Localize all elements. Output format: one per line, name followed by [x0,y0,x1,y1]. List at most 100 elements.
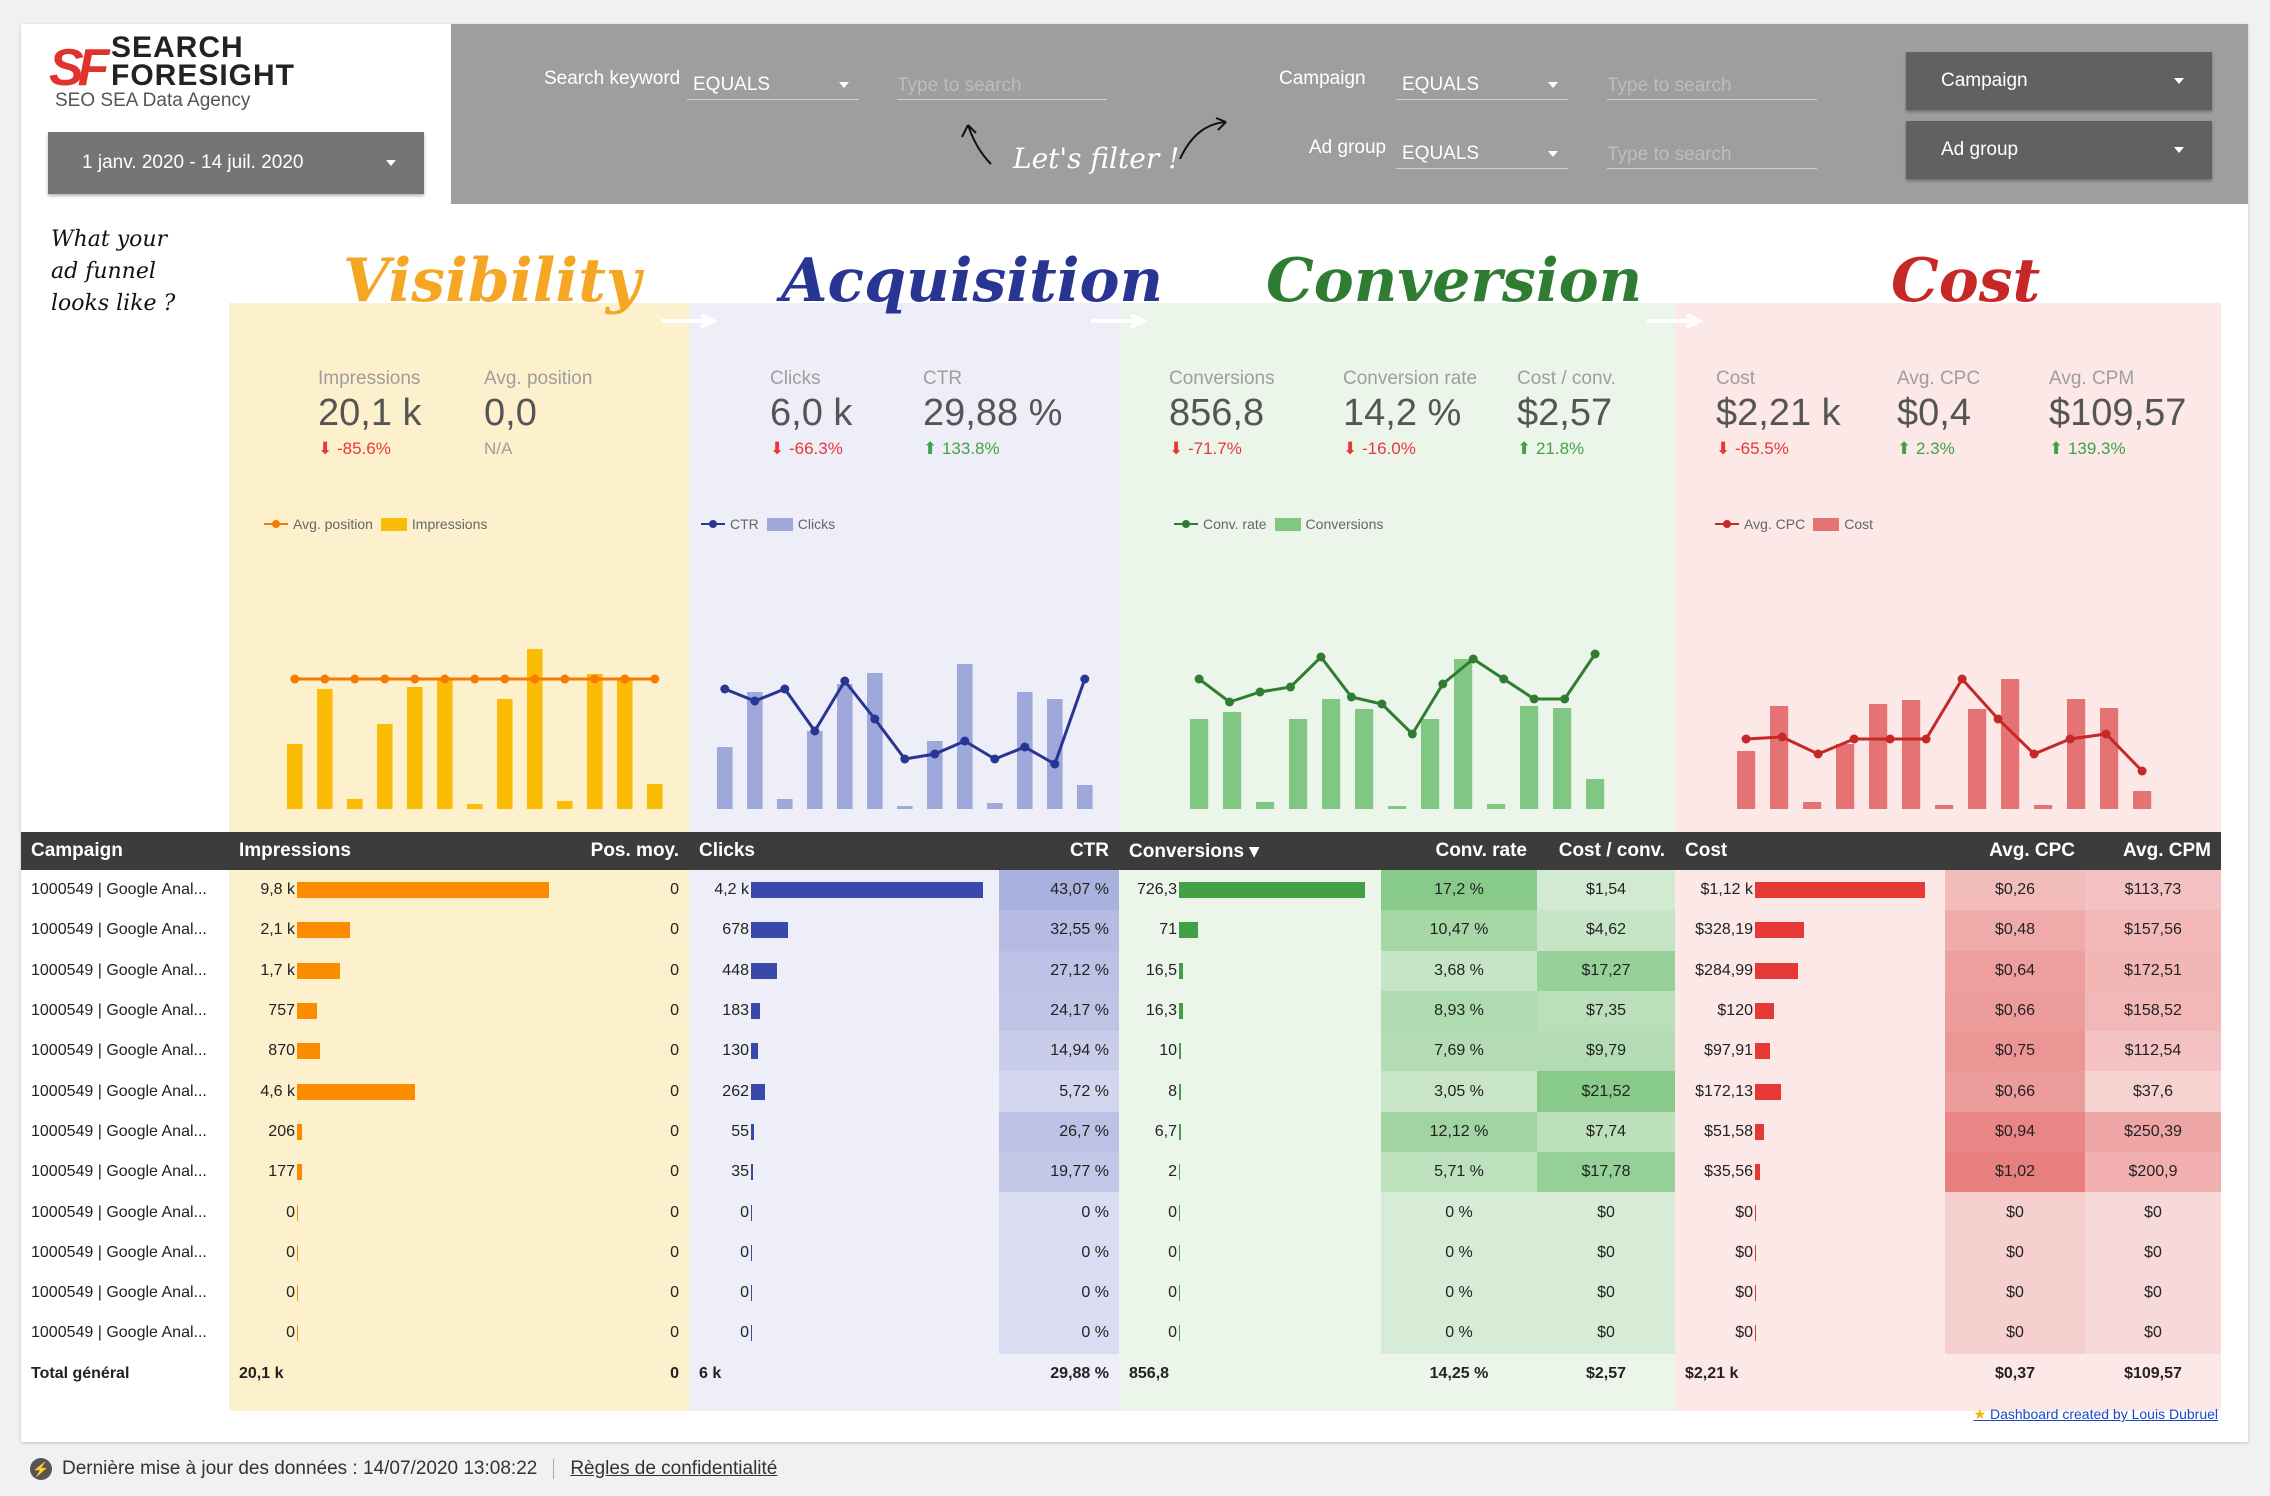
kpi-delta-value: -65.5% [1734,439,1789,458]
table-row[interactable]: 1000549 | Google Anal... 1,7 k 0 448 27,12 %… [21,950,2221,991]
col-conversions[interactable]: Conversions ▾ [1119,832,1381,870]
funnel-note: What your ad funnel looks like ? [51,224,175,320]
col-cost-conv[interactable]: Cost / conv. [1537,832,1675,870]
cell-value: 870 [268,1042,295,1060]
kpi-delta: ⬇ -85.6% [318,439,391,458]
kpi-delta: ⬇ -66.3% [770,439,843,458]
col-cost[interactable]: Cost [1675,832,1945,870]
chart-bar [497,699,513,809]
col-position[interactable]: Pos. moy. [569,832,689,870]
bar-cell: $328,19 [1685,921,1935,939]
table-cell: $0 [1675,1232,1945,1273]
cell-bar [1755,1325,1756,1342]
table-row[interactable]: 1000549 | Google Anal... 2,1 k 0 678 32,55 %… [21,910,2221,951]
legend-label: Clicks [797,516,836,532]
kpi-label: Clicks [770,368,821,389]
cell-bar [751,1083,765,1100]
cell-value: $0 [2006,1284,2024,1302]
cell-value: 19,77 % [1050,1163,1109,1181]
adgroup-operator[interactable]: EQUALS [1396,133,1568,169]
table-row[interactable]: 1000549 | Google Anal... 206 0 55 26,7 % 6,7 1… [21,1111,2221,1153]
col-campaign[interactable]: Campaign [21,832,229,870]
chart-point [960,736,970,746]
search-keyword-input[interactable] [897,64,1107,100]
table-cell: $0 [1537,1232,1675,1273]
campaign-operator[interactable]: EQUALS [1396,64,1568,100]
table-cell: $250,39 [2085,1111,2221,1153]
campaign-search-input[interactable] [1607,64,1817,100]
cell-value: 0 % [1081,1324,1109,1342]
table-row[interactable]: 1000549 | Google Anal... 0 0 0 0 % 0 0 % $0 $0 $0… [21,1272,2221,1314]
table-cell: $9,79 [1537,1031,1675,1072]
chart-point [870,714,880,724]
table-row[interactable]: 1000549 | Google Anal... 177 0 35 19,77 % 2 5,… [21,1152,2221,1193]
chart-point [380,674,390,684]
bar-cell: 0 [239,1244,559,1262]
campaign-dropdown[interactable]: Campaign [1906,52,2212,110]
table-cell: 0 [229,1313,569,1354]
table-cell: 17,2 % [1381,870,1537,911]
table-cell: 16,5 [1119,950,1381,991]
kpi-label: Cost [1716,368,1756,389]
legend-item: Avg. position [264,516,373,532]
table-row[interactable]: 1000549 | Google Anal... 0 0 0 0 % 0 0 % $0 $0 $0… [21,1232,2221,1273]
date-range-picker[interactable]: 1 janv. 2020 - 14 juil. 2020 [48,132,424,194]
table-row[interactable]: 1000549 | Google Anal... 757 0 183 24,17 % 16… [21,990,2221,1032]
legend-label: Impressions [411,516,488,532]
cell-value: 0 % [1445,1324,1473,1342]
col-ctr[interactable]: CTR [999,832,1119,870]
table-row[interactable]: 1000549 | Google Anal... 870 0 130 14,94 % 10… [21,1031,2221,1072]
table-cell: 183 [689,990,999,1032]
cell-value: 130 [722,1042,749,1060]
cell-bar [1179,1003,1183,1020]
author-credit-link[interactable]: ★ Dashboard created by Louis Dubruel [1974,1406,2218,1423]
table-cell: 0 [229,1232,569,1273]
search-keyword-operator[interactable]: EQUALS [687,64,859,100]
cell-value: 7,69 % [1434,1042,1484,1060]
chart-bar [1968,709,1987,809]
chart-bar [647,784,663,809]
cell-bar [297,1083,415,1100]
cell-bar [297,882,549,899]
col-conv-rate[interactable]: Conv. rate [1381,832,1537,870]
filter-annotation: Let's filter ! [1013,142,1180,175]
table-cell: 1000549 | Google Anal... [21,1272,229,1314]
table-cell: $284,99 [1675,950,1945,991]
table-row[interactable]: 1000549 | Google Anal... 0 0 0 0 % 0 0 % $0 $0 $0… [21,1192,2221,1233]
chart-bar [897,806,913,809]
col-avg-cpm[interactable]: Avg. CPM [2085,832,2221,870]
cell-value: 6,7 [1154,1122,1177,1140]
chart-point [440,674,450,684]
legend-label: Avg. CPC [1744,516,1806,532]
caret-down-icon [839,82,849,88]
cell-value: 0 [1168,1324,1177,1342]
chart-bar [1256,802,1275,809]
privacy-link[interactable]: Règles de confidentialité [570,1458,778,1479]
cell-value: 448 [722,961,749,979]
table-cell: 0 [569,870,689,911]
table-cell: $0 [1945,1192,2085,1233]
col-clicks[interactable]: Clicks [689,832,999,870]
col-impressions[interactable]: Impressions [229,832,569,870]
cell-value: 0 [670,1122,679,1140]
search-keyword-operator-value: EQUALS [693,74,771,95]
table-row[interactable]: 1000549 | Google Anal... 0 0 0 0 % 0 0 % $0 $0 $0… [21,1313,2221,1354]
table-row[interactable]: 1000549 | Google Anal... 4,6 k 0 262 5,72 % 8… [21,1071,2221,1112]
bar-cell: 183 [699,1002,989,1020]
chart-point [590,674,600,684]
table-cell: $0,48 [1945,910,2085,951]
table-row[interactable]: 1000549 | Google Anal... 9,8 k 0 4,2 k 43,07… [21,870,2221,911]
col-avg-cpc[interactable]: Avg. CPC [1945,832,2085,870]
table-cell: 262 [689,1071,999,1112]
table-cell: 177 [229,1152,569,1193]
table-cell: $0 [1675,1272,1945,1314]
cell-value: 726,3 [1136,881,1177,899]
bar-cell: 0 [1129,1204,1371,1222]
adgroup-dropdown[interactable]: Ad group [1906,121,2212,179]
cell-value: 16,3 [1145,1002,1177,1020]
logo-mark: SF [49,39,110,97]
table-cell: 0 [569,1071,689,1112]
adgroup-search-input[interactable] [1607,133,1817,169]
legend-label: Conv. rate [1203,516,1267,532]
cell-value: 20,1 k [239,1364,284,1382]
